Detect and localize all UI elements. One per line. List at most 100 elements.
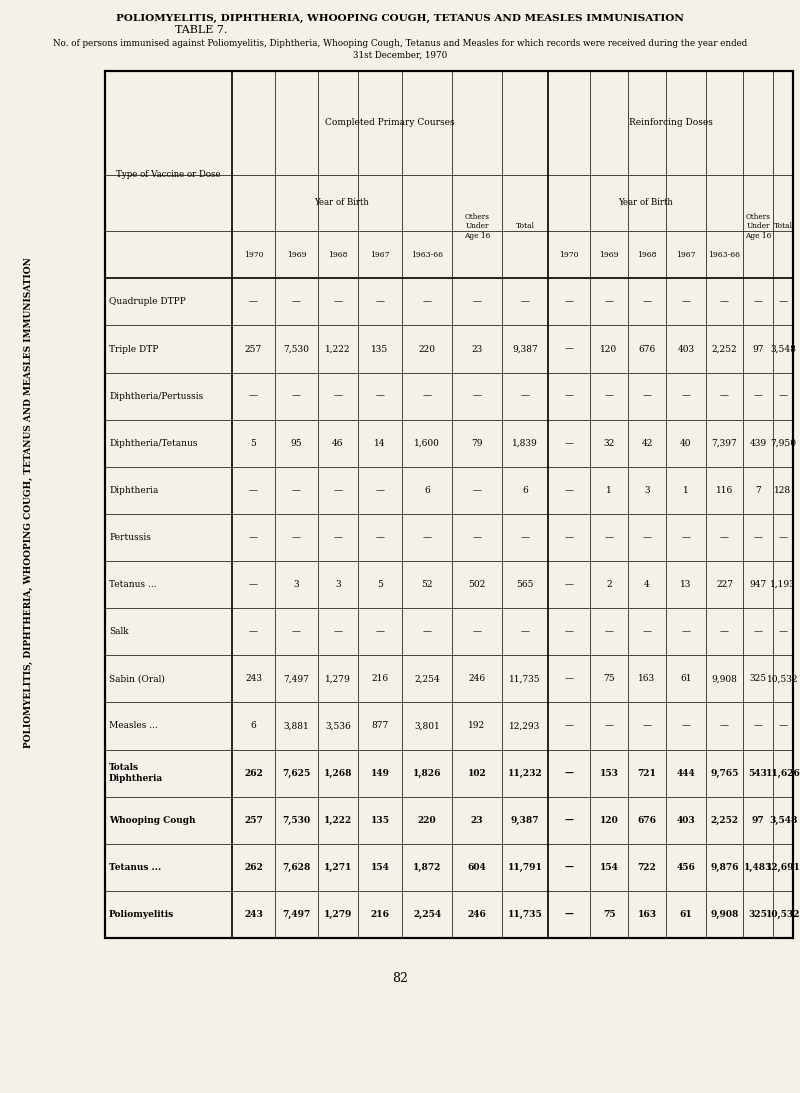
Text: 12,293: 12,293: [510, 721, 541, 730]
Text: —: —: [682, 627, 690, 636]
Text: 154: 154: [370, 862, 390, 872]
Text: —: —: [720, 297, 729, 306]
Text: 947: 947: [750, 580, 766, 589]
Text: Others
Under
Age 16: Others Under Age 16: [745, 213, 771, 239]
Text: —: —: [754, 721, 762, 730]
Text: 1,268: 1,268: [324, 768, 352, 777]
Text: Triple DTP: Triple DTP: [109, 344, 158, 353]
Text: Tetanus ...: Tetanus ...: [109, 862, 162, 872]
Text: 676: 676: [638, 344, 656, 353]
Text: 1967: 1967: [370, 250, 390, 259]
Text: 7,497: 7,497: [282, 910, 310, 919]
Text: 444: 444: [677, 768, 695, 777]
Text: 11,735: 11,735: [508, 910, 542, 919]
Text: Year of Birth: Year of Birth: [618, 199, 673, 208]
Text: —: —: [565, 533, 574, 542]
Text: —: —: [565, 910, 574, 919]
Text: 7,628: 7,628: [282, 862, 310, 872]
Text: Others
Under
Age 16: Others Under Age 16: [464, 213, 490, 239]
Text: 1963-66: 1963-66: [709, 250, 741, 259]
Text: —: —: [334, 627, 342, 636]
Text: —: —: [249, 533, 258, 542]
Text: —: —: [605, 721, 614, 730]
Text: 604: 604: [468, 862, 486, 872]
Text: —: —: [778, 627, 787, 636]
Text: —: —: [778, 297, 787, 306]
Text: 79: 79: [471, 438, 482, 448]
Text: —: —: [375, 627, 385, 636]
Text: Reinforcing Doses: Reinforcing Doses: [629, 118, 713, 127]
Text: —: —: [605, 297, 614, 306]
Text: 61: 61: [680, 674, 692, 683]
Text: —: —: [720, 721, 729, 730]
Text: 2,254: 2,254: [414, 674, 440, 683]
Text: —: —: [642, 391, 651, 401]
Text: —: —: [565, 297, 574, 306]
Text: 1,193: 1,193: [770, 580, 796, 589]
Text: —: —: [334, 486, 342, 495]
Text: 1,600: 1,600: [414, 438, 440, 448]
Text: 1,279: 1,279: [324, 910, 352, 919]
Text: 23: 23: [471, 344, 482, 353]
Text: —: —: [292, 533, 301, 542]
Text: 3,548: 3,548: [769, 815, 797, 825]
Text: 7,625: 7,625: [282, 768, 310, 777]
Text: —: —: [682, 297, 690, 306]
Text: 13: 13: [680, 580, 692, 589]
Text: 456: 456: [677, 862, 695, 872]
Text: —: —: [473, 391, 482, 401]
Text: 12,691: 12,691: [766, 862, 800, 872]
Text: 40: 40: [680, 438, 692, 448]
Text: Diphtheria/Tetanus: Diphtheria/Tetanus: [109, 438, 198, 448]
Text: —: —: [682, 391, 690, 401]
Text: 227: 227: [716, 580, 733, 589]
Text: 7,530: 7,530: [283, 344, 310, 353]
Text: —: —: [249, 580, 258, 589]
Text: 153: 153: [599, 768, 618, 777]
Text: —: —: [720, 391, 729, 401]
Text: 1,222: 1,222: [324, 815, 352, 825]
Text: 7,497: 7,497: [283, 674, 310, 683]
Text: 5: 5: [250, 438, 257, 448]
Text: 1: 1: [683, 486, 689, 495]
Text: 128: 128: [774, 486, 791, 495]
Text: 1: 1: [606, 486, 612, 495]
Text: 3,881: 3,881: [284, 721, 310, 730]
Text: 1,826: 1,826: [413, 768, 442, 777]
Text: 6: 6: [250, 721, 256, 730]
Text: 75: 75: [603, 674, 615, 683]
Text: Type of Vaccine or Dose: Type of Vaccine or Dose: [116, 171, 221, 179]
Text: 192: 192: [469, 721, 486, 730]
Text: 5: 5: [377, 580, 383, 589]
Text: Poliomyelitis: Poliomyelitis: [109, 910, 174, 919]
Text: —: —: [565, 768, 574, 777]
Text: 3: 3: [294, 580, 299, 589]
Text: —: —: [565, 486, 574, 495]
Text: —: —: [334, 297, 342, 306]
Text: —: —: [292, 297, 301, 306]
Text: —: —: [754, 297, 762, 306]
Text: Diphtheria: Diphtheria: [109, 486, 158, 495]
Text: 722: 722: [638, 862, 656, 872]
Text: —: —: [778, 533, 787, 542]
Text: 7,530: 7,530: [282, 815, 310, 825]
Text: —: —: [249, 391, 258, 401]
Text: 1968: 1968: [328, 250, 348, 259]
Text: 1,279: 1,279: [325, 674, 351, 683]
Text: 3,801: 3,801: [414, 721, 440, 730]
Bar: [105, 71, 793, 938]
Text: —: —: [565, 862, 574, 872]
Text: —: —: [642, 627, 651, 636]
Text: 721: 721: [638, 768, 657, 777]
Text: 257: 257: [245, 344, 262, 353]
Text: —: —: [565, 721, 574, 730]
Text: —: —: [375, 486, 385, 495]
Text: 6: 6: [522, 486, 528, 495]
Text: 163: 163: [638, 910, 657, 919]
Text: 7,397: 7,397: [712, 438, 738, 448]
Text: 543: 543: [749, 768, 767, 777]
Text: —: —: [565, 627, 574, 636]
Text: 565: 565: [516, 580, 534, 589]
Text: 11,735: 11,735: [509, 674, 541, 683]
Text: 220: 220: [418, 344, 435, 353]
